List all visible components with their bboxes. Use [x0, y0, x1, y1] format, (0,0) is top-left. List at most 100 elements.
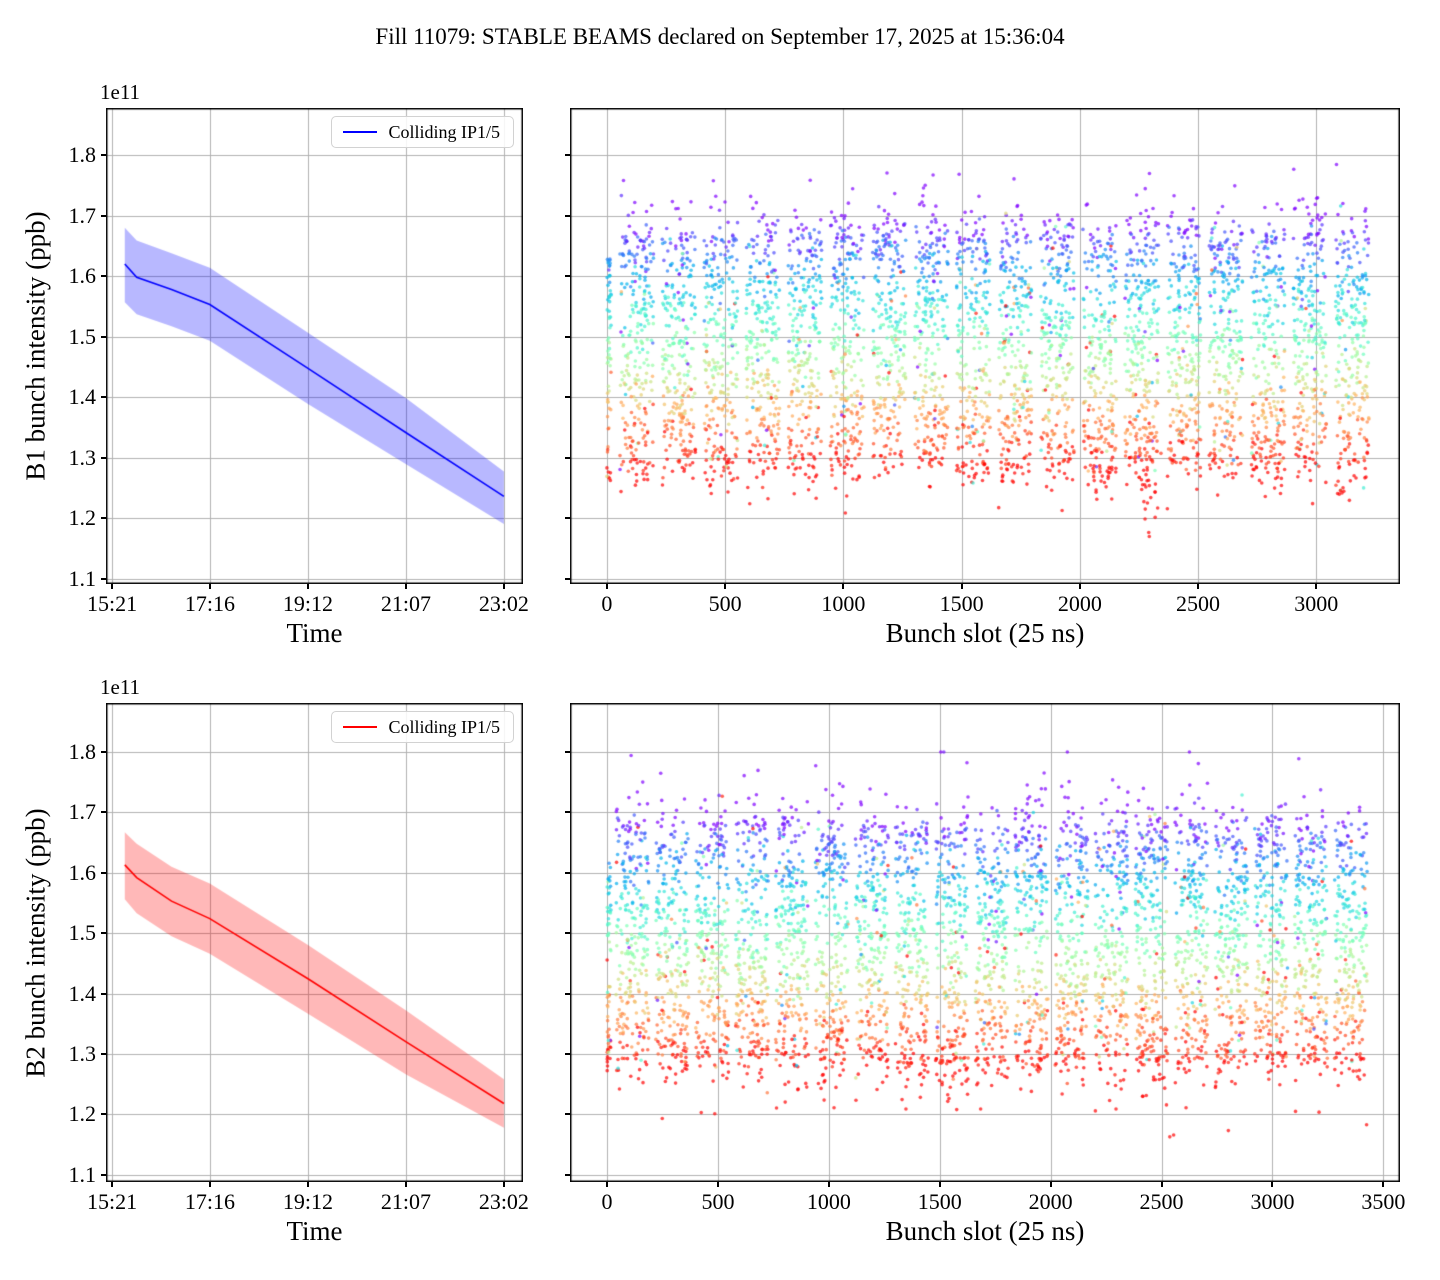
legend: Colliding IP1/5 — [331, 711, 514, 743]
y-tick-label: 1.7 — [68, 202, 97, 228]
y-tick-label: 1.7 — [68, 799, 97, 825]
y-tick-mark — [565, 396, 570, 399]
y-tick-mark — [565, 517, 570, 520]
y-tick-label: 1.2 — [68, 505, 97, 531]
y-tick-mark — [565, 811, 570, 814]
y-tick-mark — [565, 750, 570, 753]
x-tick-label: 23:02 — [478, 1189, 529, 1214]
subplot-b2-bunch-scatter: Bunch slot (25 ns) 0 500 1000 1500 2000 2500 3… — [565, 703, 1405, 1246]
x-axis-label-bunch-slot: Bunch slot (25 ns) — [885, 618, 1085, 648]
x-tick-label: 19:12 — [282, 591, 334, 616]
x-axis-label-time: Time — [286, 618, 343, 648]
y-tick-mark — [565, 1113, 570, 1116]
y-tick-mark — [101, 275, 106, 278]
x-tick-mark — [938, 1182, 941, 1187]
b1-bunch-scatter-canvas — [570, 108, 1400, 584]
y-tick-label: 1.1 — [68, 565, 97, 591]
x-tick-label: 17:16 — [184, 591, 236, 616]
x-tick-mark — [306, 584, 309, 589]
y-tick-label: 1.2 — [68, 1101, 97, 1127]
figure-title: Fill 11079: STABLE BEAMS declared on Sep… — [375, 24, 1065, 49]
x-tick-mark — [1271, 1182, 1274, 1187]
x-tick-mark — [842, 584, 845, 589]
x-tick-mark — [1382, 1182, 1385, 1187]
subplot-b1-time-series: 1e11 B1 bunch intensity (ppb) Time Colli… — [21, 80, 529, 648]
x-tick-mark — [1197, 584, 1200, 589]
y-tick-mark — [101, 1052, 106, 1055]
x-tick-mark — [1160, 1182, 1163, 1187]
y-tick-mark — [565, 1052, 570, 1055]
x-tick-label: 15:21 — [86, 1189, 138, 1214]
y-tick-mark — [565, 214, 570, 217]
y-tick-label: 1.8 — [68, 738, 97, 764]
x-tick-mark — [724, 584, 727, 589]
x-tick-label: 2000 — [1057, 591, 1102, 616]
x-tick-label: 1000 — [806, 1189, 851, 1214]
y-tick-mark — [565, 871, 570, 874]
x-tick-mark — [960, 584, 963, 589]
y-tick-mark — [101, 1113, 106, 1116]
y-tick-mark — [101, 992, 106, 995]
x-tick-mark — [716, 1182, 719, 1187]
x-tick-mark — [502, 1182, 505, 1187]
y-tick-label: 1.8 — [68, 142, 97, 168]
y-tick-label: 1.3 — [68, 444, 97, 470]
y-tick-mark — [101, 335, 106, 338]
y-tick-label: 1.3 — [68, 1040, 97, 1066]
x-tick-label: 21:07 — [380, 591, 431, 616]
b1-time-series-canvas — [106, 108, 523, 584]
x-tick-label: 1500 — [939, 591, 984, 616]
x-tick-label: 17:16 — [184, 1189, 236, 1214]
subplot-b1-bunch-scatter: Bunch slot (25 ns) 0 500 1000 1500 2000 2500 3… — [565, 108, 1400, 648]
y-tick-mark — [101, 517, 106, 520]
x-tick-label: 19:12 — [282, 1189, 334, 1214]
y-tick-mark — [101, 396, 106, 399]
y-tick-mark — [101, 1173, 106, 1176]
y-tick-mark — [101, 456, 106, 459]
x-tick-label: 2000 — [1028, 1189, 1073, 1214]
y-tick-mark — [565, 335, 570, 338]
x-tick-mark — [208, 1182, 211, 1187]
x-tick-label: 500 — [708, 591, 742, 616]
x-tick-label: 1000 — [821, 591, 866, 616]
legend-line-sample — [343, 131, 378, 133]
x-tick-mark — [111, 1182, 114, 1187]
y-tick-label: 1.6 — [68, 263, 97, 289]
y-tick-mark — [565, 992, 570, 995]
y-tick-mark — [565, 154, 570, 157]
x-tick-mark — [1049, 1182, 1052, 1187]
y-tick-mark — [101, 932, 106, 935]
x-tick-mark — [1315, 584, 1318, 589]
x-tick-label: 21:07 — [380, 1189, 431, 1214]
x-axis-label-time: Time — [286, 1216, 343, 1246]
x-axis-label-bunch-slot: Bunch slot (25 ns) — [885, 1216, 1085, 1246]
x-tick-mark — [606, 1182, 609, 1187]
y-tick-mark — [565, 456, 570, 459]
x-tick-label: 3000 — [1250, 1189, 1295, 1214]
legend: Colliding IP1/5 — [331, 116, 514, 148]
x-tick-mark — [605, 584, 608, 589]
y-tick-mark — [101, 214, 106, 217]
x-tick-mark — [111, 584, 114, 589]
x-tick-label: 0 — [601, 591, 613, 616]
x-tick-label: 2500 — [1139, 1189, 1184, 1214]
y-axis-offset-text: 1e11 — [100, 675, 141, 699]
y-tick-label: 1.4 — [68, 384, 97, 410]
x-tick-mark — [827, 1182, 830, 1187]
legend-label: Colliding IP1/5 — [388, 716, 500, 737]
x-tick-label: 3000 — [1294, 591, 1339, 616]
legend-line-sample — [343, 726, 378, 728]
subplot-b2-time-series: 1e11 B2 bunch intensity (ppb) Time Colli… — [21, 675, 529, 1246]
y-tick-mark — [101, 577, 106, 580]
x-tick-mark — [306, 1182, 309, 1187]
x-tick-label: 2500 — [1176, 591, 1221, 616]
x-tick-mark — [404, 584, 407, 589]
y-tick-label: 1.4 — [68, 980, 97, 1006]
y-tick-mark — [101, 154, 106, 157]
y-tick-mark — [101, 750, 106, 753]
x-tick-mark — [404, 1182, 407, 1187]
y-tick-label: 1.5 — [68, 920, 97, 946]
x-tick-label: 0 — [601, 1189, 613, 1214]
y-tick-label: 1.6 — [68, 859, 97, 885]
x-tick-label: 23:02 — [478, 591, 529, 616]
